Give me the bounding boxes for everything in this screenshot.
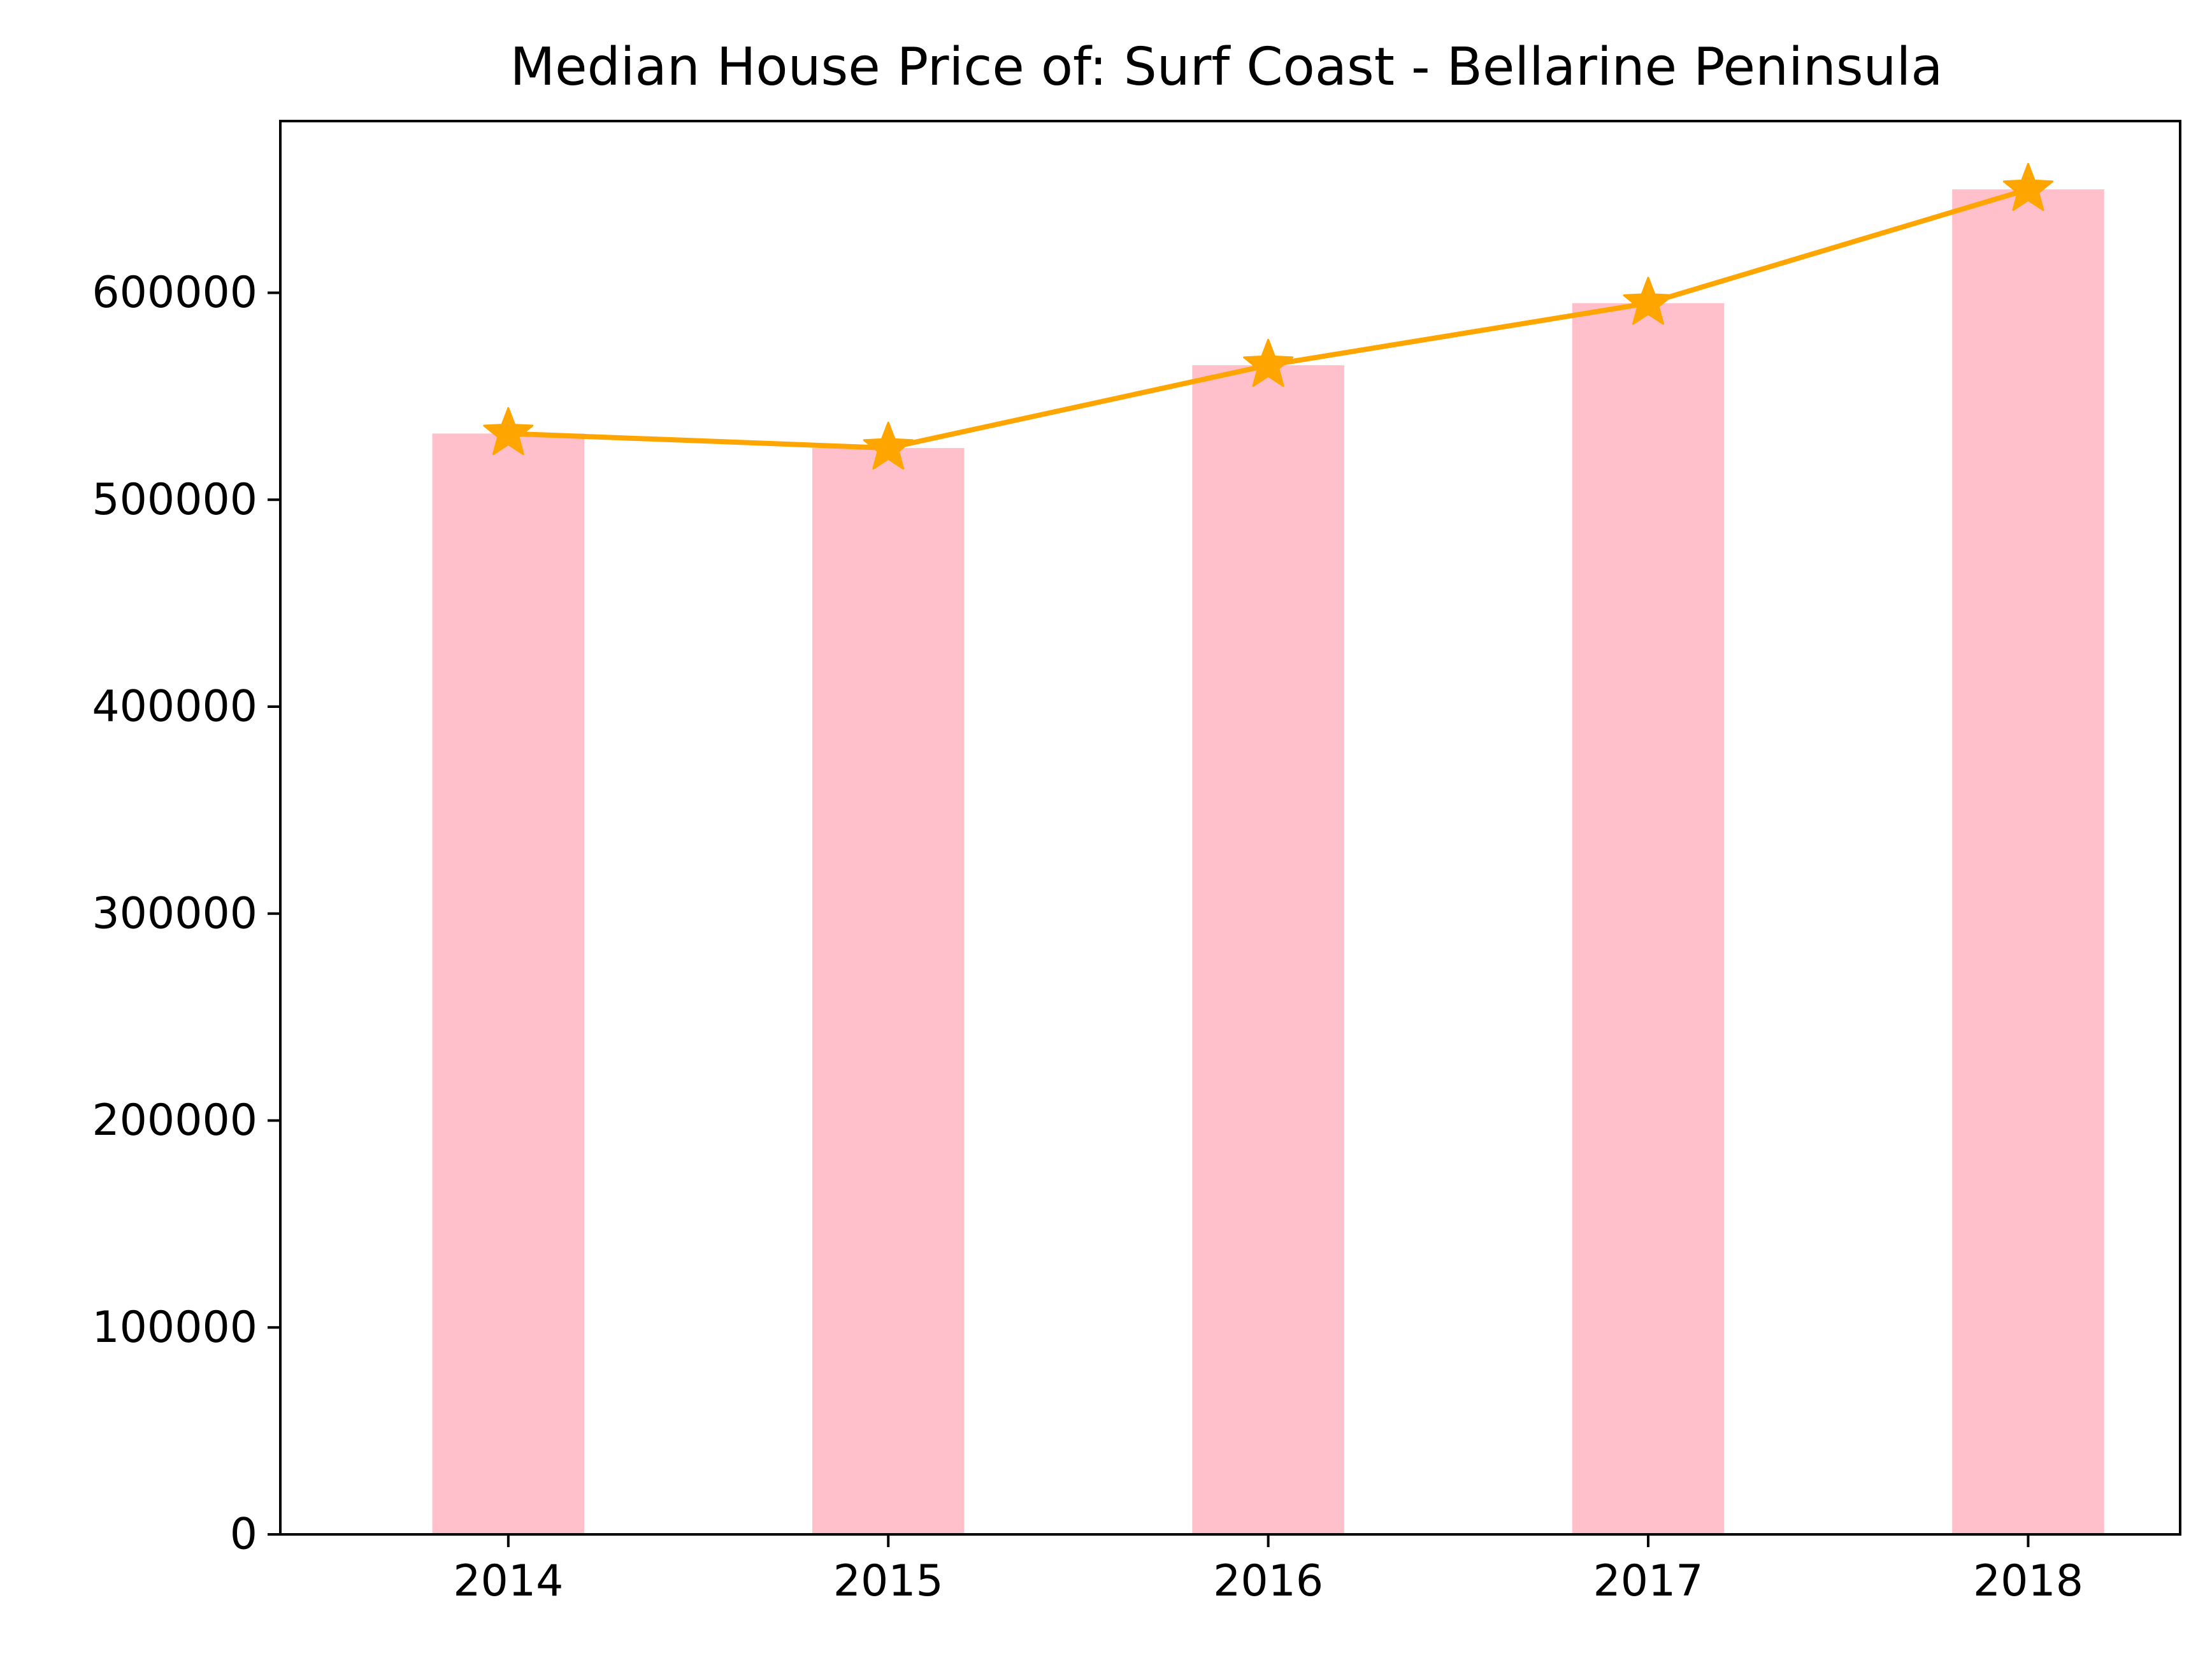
x-tick-label: 2017 (1593, 1556, 1704, 1606)
line-marker-2017 (1623, 277, 1674, 325)
bar-2017 (1572, 303, 1725, 1534)
x-tick-label: 2014 (453, 1556, 563, 1606)
bars-layer (432, 189, 2104, 1535)
line-marker-2018 (2002, 162, 2053, 212)
y-tick-label: 100000 (92, 1302, 257, 1353)
y-tick-label: 600000 (92, 268, 257, 318)
y-tick-label: 300000 (92, 888, 257, 939)
y-tick-label: 0 (230, 1510, 257, 1560)
bar-2016 (1192, 365, 1344, 1534)
bar-2015 (812, 448, 965, 1534)
x-tick-label: 2015 (833, 1556, 944, 1606)
x-tick-label: 2016 (1213, 1556, 1323, 1606)
plot-frame (279, 120, 2181, 1536)
chart-title: Median House Price of: Surf Coast - Bell… (510, 37, 1943, 97)
axes-layer: 0 100000 200000 300000 400000 500000 600000 201… (92, 120, 2181, 1606)
line-layer (483, 162, 2053, 470)
line-marker-2015 (863, 421, 914, 470)
y-tick-label: 400000 (92, 682, 257, 732)
bar-2018 (1952, 189, 2104, 1534)
y-tick-label: 200000 (92, 1095, 257, 1146)
y-tick-label: 500000 (92, 475, 257, 525)
line-marker-2016 (1243, 338, 1294, 387)
x-tick-label: 2018 (1973, 1556, 2083, 1606)
bar-2014 (432, 433, 585, 1535)
line-marker-2014 (483, 407, 534, 456)
